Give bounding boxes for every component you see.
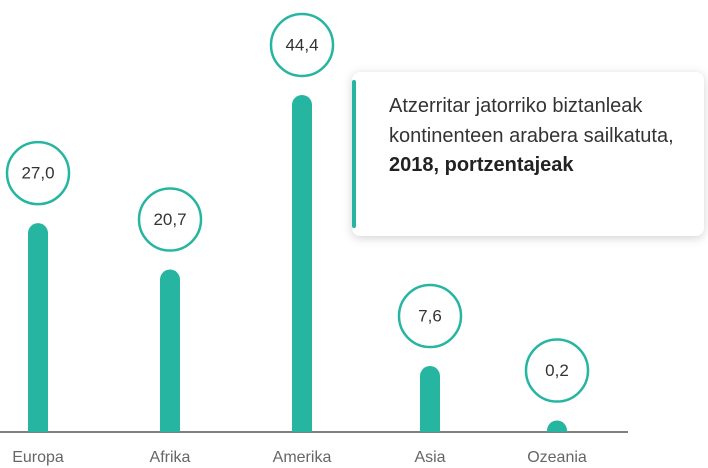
- value-badge: [137, 187, 203, 252]
- title-accent: [352, 80, 356, 228]
- value-badge: [5, 140, 71, 206]
- value-badge: [269, 12, 335, 78]
- x-tick-label: Ozeania: [527, 449, 587, 466]
- bar: [547, 420, 567, 432]
- value-label: 44,4: [285, 35, 318, 54]
- bar: [292, 95, 312, 432]
- bar: [28, 223, 48, 432]
- title-box: Atzerritar jatorriko biztanleak kontinen…: [352, 72, 704, 236]
- x-tick-label: Europa: [12, 449, 64, 466]
- value-badge: [397, 283, 463, 349]
- x-tick-label: Asia: [414, 449, 445, 466]
- bar: [420, 366, 440, 432]
- value-label: 20,7: [153, 210, 186, 229]
- value-label: 0,2: [545, 361, 569, 380]
- value-badge: [524, 338, 590, 403]
- value-label: 7,6: [418, 307, 442, 326]
- chart-title: Atzerritar jatorriko biztanleak kontinen…: [389, 92, 681, 181]
- x-tick-label: Afrika: [150, 449, 191, 466]
- title-bold: 2018, portzentajeak: [389, 154, 574, 176]
- x-tick-label: Amerika: [273, 449, 332, 466]
- bar: [160, 269, 180, 432]
- value-label: 27,0: [21, 164, 54, 183]
- title: Atzerritar jatorriko biztanleak kontinen…: [389, 95, 674, 147]
